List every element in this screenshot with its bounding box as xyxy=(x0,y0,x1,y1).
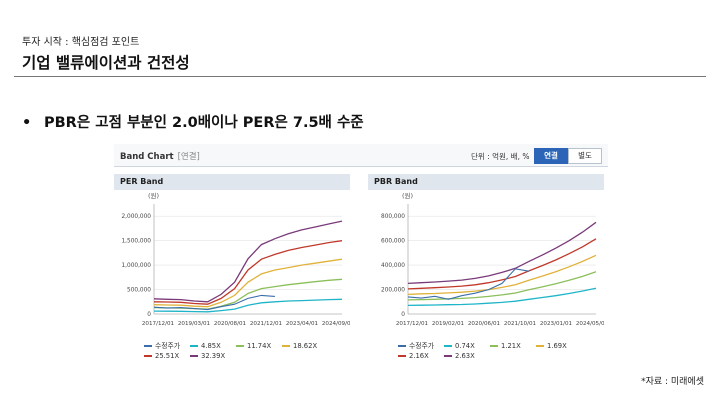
legend-item: 1.21X xyxy=(490,342,536,352)
x-tick-label: 2017/12/01 xyxy=(142,321,175,327)
legend-swatch xyxy=(490,345,498,347)
band-line-4.85X xyxy=(153,298,343,313)
panel-header: Band Chart [연결] 단위 : 억원, 배, % 연결 별도 xyxy=(114,144,608,167)
x-tick-label: 2021/10/01 xyxy=(504,321,537,327)
legend-swatch xyxy=(398,345,406,347)
band-line-0.74X xyxy=(407,287,597,307)
x-tick-label: 2023/04/01 xyxy=(286,321,319,327)
legend-label: 25.51X xyxy=(155,352,180,360)
y-tick-label: 1,500,000 xyxy=(121,239,151,245)
x-tick-label: 2019/03/01 xyxy=(178,321,211,327)
key-point-text: PBR은 고점 부분인 2.0배이나 PER은 7.5배 수준 xyxy=(44,115,364,131)
legend-label: 2.63X xyxy=(455,352,475,360)
y-axis-label: (원) xyxy=(402,192,413,200)
legend-swatch xyxy=(282,345,290,347)
band-chart-panel: Band Chart [연결] 단위 : 억원, 배, % 연결 별도 PER B… xyxy=(114,144,608,364)
legend-label: 1.21X xyxy=(501,342,521,350)
legend-item: 1.69X xyxy=(536,342,582,352)
band-line-25.51X xyxy=(153,240,343,305)
legend-item: 수정주가 xyxy=(398,340,444,350)
chart-legend: 수정주가 4.85X 11.74X 18.62X 25.51X 32.39X xyxy=(144,340,344,362)
legend-item: 11.74X xyxy=(236,342,282,352)
price-line xyxy=(153,294,275,311)
legend-item: 2.63X xyxy=(444,352,490,362)
legend-label: 4.85X xyxy=(201,342,221,350)
legend-label: 수정주가 xyxy=(155,342,181,350)
x-tick-label: 2020/08/01 xyxy=(214,321,247,327)
chart-title: PER Band xyxy=(120,177,164,186)
legend-label: 1.69X xyxy=(547,342,567,350)
band-line-2.63X xyxy=(407,221,597,285)
page-title: 기업 밸류에이션과 건전성 xyxy=(22,54,190,72)
x-tick-label: 2020/06/01 xyxy=(468,321,501,327)
legend-swatch xyxy=(444,345,452,347)
section-kicker: 투자 시작 : 핵심점검 포인트 xyxy=(22,37,140,48)
legend-item: 25.51X xyxy=(144,352,190,362)
x-tick-label: 2024/09/01 xyxy=(322,321,350,327)
x-tick-label: 2024/05/01 xyxy=(576,321,604,327)
band-line-1.21X xyxy=(407,271,597,301)
y-tick-label: 1,000,000 xyxy=(121,263,151,269)
legend-item: 2.16X xyxy=(398,352,444,362)
y-tick-label: 500,000 xyxy=(127,288,151,294)
legend-swatch xyxy=(536,345,544,347)
legend-item: 4.85X xyxy=(190,342,236,352)
title-divider xyxy=(14,76,706,77)
source-note: *자료 : 미래에셋 xyxy=(641,377,704,387)
x-tick-label: 2021/12/01 xyxy=(250,321,283,327)
legend-label: 18.62X xyxy=(293,342,318,350)
y-tick-label: 2,000,000 xyxy=(121,214,151,220)
bullet-marker: • xyxy=(22,115,32,131)
panel-subtitle: [연결] xyxy=(177,152,200,162)
legend-label: 수정주가 xyxy=(409,342,435,350)
chart-header: PBR Band xyxy=(368,174,604,190)
band-line-18.62X xyxy=(153,258,343,308)
legend-swatch xyxy=(144,355,152,357)
pbr-band-chart: PBR Band (원) 800,000 600,000 400,000 200,000… xyxy=(368,174,604,360)
x-tick-label: 2017/12/01 xyxy=(396,321,429,327)
legend-item: 수정주가 xyxy=(144,340,190,350)
legend-swatch xyxy=(190,345,198,347)
per-band-plot: (원) 2,000,000 1,500,000 1,000,000 500,000 0 20… xyxy=(121,192,350,327)
legend-item: 0.74X xyxy=(444,342,490,352)
panel-name: Band Chart xyxy=(120,152,174,162)
y-tick-label: 400,000 xyxy=(381,263,405,269)
pbr-band-plot: (원) 800,000 600,000 400,000 200,000 0 2017/12/… xyxy=(381,192,604,327)
legend-swatch xyxy=(236,345,244,347)
legend-item: 18.62X xyxy=(282,342,328,352)
price-line xyxy=(407,268,529,300)
band-line-32.39X xyxy=(153,220,343,303)
legend-item: 32.39X xyxy=(190,352,236,362)
legend-swatch xyxy=(144,345,152,347)
panel-title: Band Chart [연결] xyxy=(120,150,200,162)
chart-header: PER Band xyxy=(114,174,350,190)
legend-label: 0.74X xyxy=(455,342,475,350)
chart-title: PBR Band xyxy=(374,177,418,186)
x-tick-label: 2023/01/01 xyxy=(540,321,573,327)
tab-separate[interactable]: 별도 xyxy=(568,148,602,164)
band-line-1.69X xyxy=(407,254,597,296)
legend-swatch xyxy=(444,355,452,357)
y-tick-label: 0 xyxy=(147,312,151,318)
unit-label: 단위 : 억원, 배, % xyxy=(471,152,530,161)
x-tick-label: 2019/02/01 xyxy=(432,321,465,327)
legend-label: 2.16X xyxy=(409,352,429,360)
y-tick-label: 600,000 xyxy=(381,239,405,245)
chart-legend: 수정주가 0.74X 1.21X 1.69X 2.16X 2.63X xyxy=(398,340,598,362)
legend-label: 11.74X xyxy=(247,342,272,350)
key-point: • PBR은 고점 부분인 2.0배이나 PER은 7.5배 수준 xyxy=(22,111,364,132)
y-axis-label: (원) xyxy=(148,192,159,200)
y-tick-label: 0 xyxy=(401,312,405,318)
per-band-chart: PER Band (원) 2,000,000 1,500,000 1,000,000 5… xyxy=(114,174,350,360)
y-tick-label: 200,000 xyxy=(381,288,405,294)
tab-consolidated[interactable]: 연결 xyxy=(534,148,568,164)
band-line-2.16X xyxy=(407,238,597,290)
y-tick-label: 800,000 xyxy=(381,214,405,220)
legend-label: 32.39X xyxy=(201,352,226,360)
legend-swatch xyxy=(190,355,198,357)
legend-swatch xyxy=(398,355,406,357)
